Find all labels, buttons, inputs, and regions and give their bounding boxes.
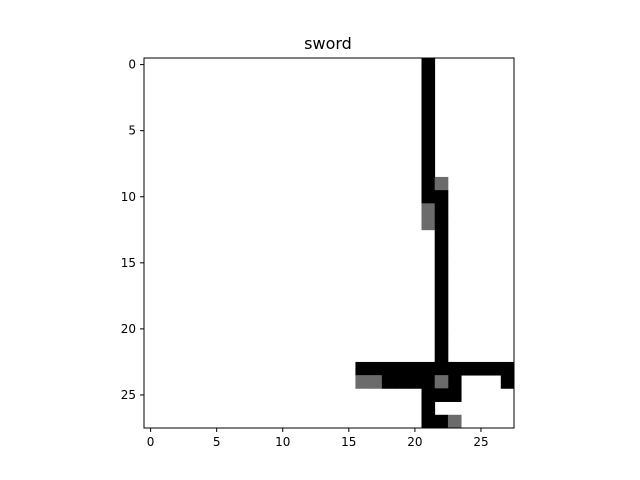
heatmap-cell xyxy=(461,361,475,376)
y-tick-label: 10 xyxy=(121,190,136,204)
heatmap-cell xyxy=(434,388,449,402)
heatmap-cell xyxy=(408,375,422,389)
x-tick-label: 10 xyxy=(275,435,290,449)
x-tick-label: 0 xyxy=(147,435,155,449)
heatmap-cell xyxy=(447,388,462,402)
y-tick-label: 0 xyxy=(128,58,136,72)
heatmap-cell xyxy=(434,375,449,389)
pixel-cells xyxy=(355,58,515,429)
heatmap-cell xyxy=(500,375,515,389)
y-axis: 0 5 10 15 20 25 xyxy=(121,58,144,402)
heatmap-cell xyxy=(395,361,409,376)
heatmap-cell xyxy=(395,375,409,389)
heatmap-cell xyxy=(421,97,436,112)
heatmap-cell xyxy=(447,375,462,389)
heatmap-cell xyxy=(368,361,383,376)
heatmap-cell xyxy=(434,269,449,284)
plot-frame xyxy=(143,57,515,429)
heatmap-cell xyxy=(500,361,515,376)
heatmap-cell xyxy=(434,309,449,323)
heatmap-cell xyxy=(421,150,436,165)
heatmap-cell xyxy=(368,375,383,389)
heatmap-cell xyxy=(421,137,436,151)
heatmap-cell xyxy=(434,322,449,336)
y-tick-label: 15 xyxy=(121,256,136,270)
heatmap-cell xyxy=(434,176,449,191)
heatmap-cell xyxy=(355,375,370,389)
heatmap-cell xyxy=(421,361,436,376)
heatmap-cell xyxy=(421,203,436,217)
x-tick-label: 25 xyxy=(473,435,488,449)
x-tick-label: 20 xyxy=(407,435,422,449)
heatmap-cell xyxy=(421,216,436,231)
y-tick-label: 20 xyxy=(121,322,136,336)
heatmap-cell xyxy=(487,361,502,376)
heatmap-cell xyxy=(421,190,436,204)
heatmap-cell xyxy=(434,348,449,363)
plot-area xyxy=(143,57,515,429)
heatmap-cell xyxy=(421,375,436,389)
heatmap-cell xyxy=(434,361,449,376)
heatmap-cell xyxy=(447,414,462,429)
heatmap-cell xyxy=(434,216,449,231)
heatmap-cell xyxy=(434,190,449,204)
heatmap-cell xyxy=(474,361,488,376)
heatmap-cell xyxy=(434,256,449,270)
heatmap-cell xyxy=(421,176,436,191)
y-tick-label: 25 xyxy=(121,388,136,402)
x-axis: 0 5 10 15 20 25 xyxy=(147,428,489,449)
heatmap-cell xyxy=(421,414,436,429)
heatmap-cell xyxy=(355,361,370,376)
heatmap-cell xyxy=(434,203,449,217)
heatmap-cell xyxy=(434,335,449,350)
heatmap-cell xyxy=(421,388,436,402)
heatmap-cell xyxy=(434,229,449,244)
heatmap-cell xyxy=(421,163,436,178)
heatmap-cell xyxy=(381,375,396,389)
heatmap-cell xyxy=(408,361,422,376)
chart-title: sword xyxy=(304,34,352,53)
heatmap-cell xyxy=(447,361,462,376)
heatmap-cell xyxy=(421,84,436,99)
heatmap-cell xyxy=(421,58,436,72)
heatmap-cell xyxy=(421,124,436,138)
heatmap-cell xyxy=(421,71,436,85)
heatmap-cell xyxy=(434,295,449,310)
heatmap-cell xyxy=(421,401,436,416)
y-tick-label: 5 xyxy=(128,124,136,138)
heatmap-cell xyxy=(434,414,449,429)
heatmap-cell xyxy=(421,110,436,125)
heatmap-cell xyxy=(381,361,396,376)
heatmap-cell xyxy=(434,243,449,257)
x-tick-label: 15 xyxy=(341,435,356,449)
x-tick-label: 5 xyxy=(213,435,221,449)
heatmap-cell xyxy=(434,282,449,297)
